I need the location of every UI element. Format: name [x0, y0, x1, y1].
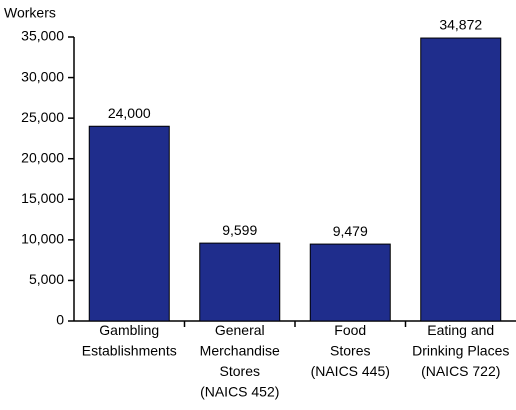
y-tick-label: 20,000: [21, 149, 64, 165]
y-tick-label: 15,000: [21, 190, 64, 206]
value-label: 34,872: [439, 17, 482, 33]
bar: [309, 243, 391, 322]
value-label: 24,000: [108, 105, 151, 121]
bar: [88, 125, 170, 322]
x-tick-label: Gambling Establishments: [82, 322, 177, 359]
bar: [199, 242, 281, 322]
y-tick-label: 25,000: [21, 109, 64, 125]
bar: [420, 37, 502, 322]
x-tick-label: Eating and Drinking Places (NAICS 722): [412, 322, 509, 379]
y-axis-label: Workers: [4, 5, 56, 21]
value-label: 9,479: [333, 223, 368, 239]
y-tick-label: 5,000: [29, 271, 64, 287]
value-label: 9,599: [222, 222, 257, 238]
x-tick-label: General Merchandise Stores (NAICS 452): [200, 322, 280, 400]
x-tick-label: Food Stores (NAICS 445): [311, 322, 390, 379]
y-tick-label: 0: [56, 312, 64, 328]
y-tick-label: 35,000: [21, 28, 64, 44]
y-tick-label: 10,000: [21, 231, 64, 247]
y-tick-label: 30,000: [21, 68, 64, 84]
